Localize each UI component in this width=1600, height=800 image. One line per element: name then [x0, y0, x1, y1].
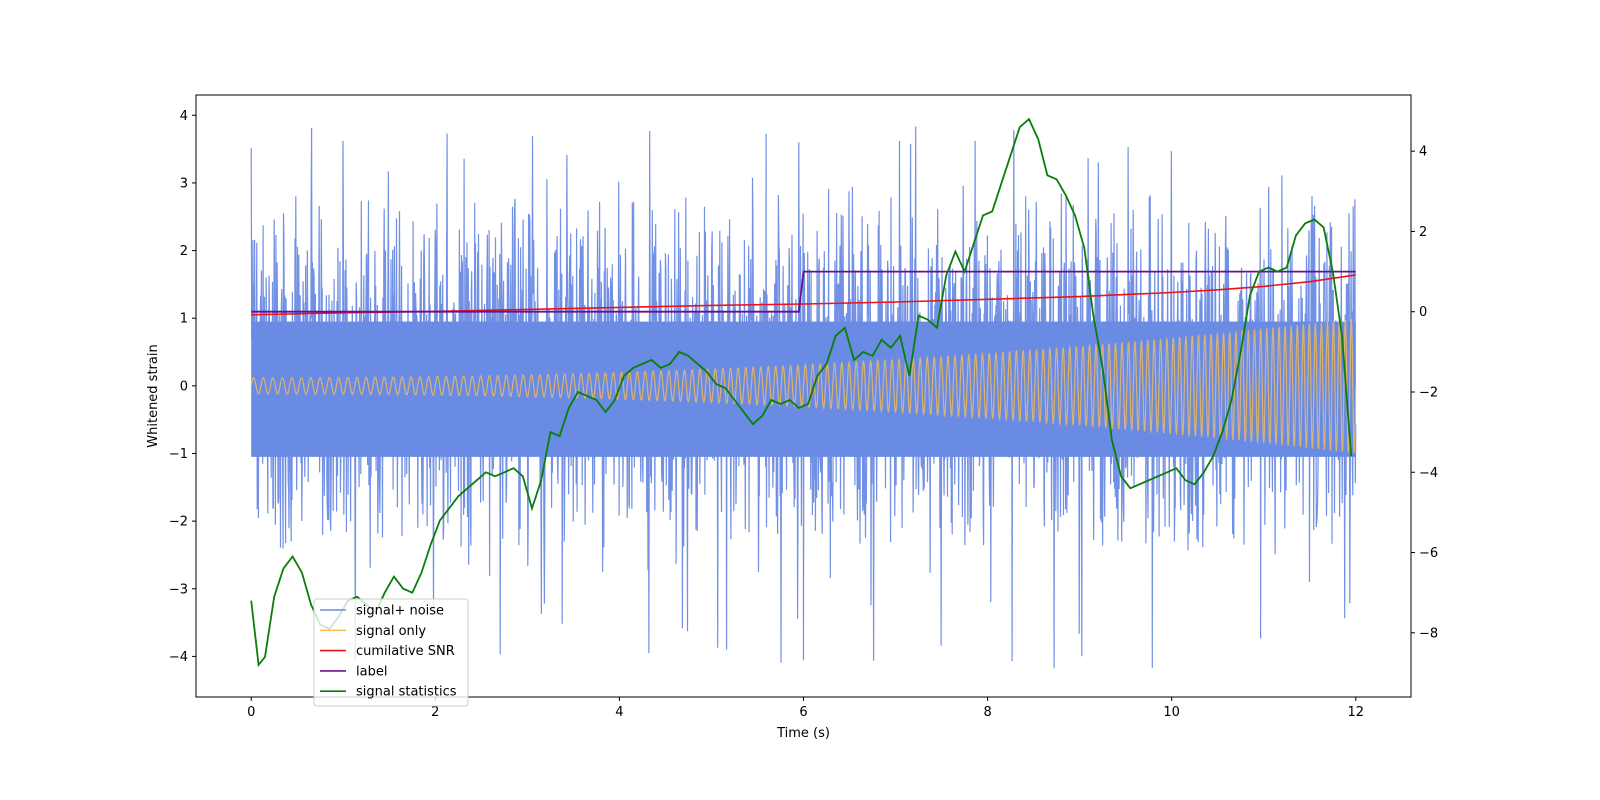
y2-tick-label: −4	[1419, 466, 1438, 481]
y-axis-left: −4 −3 −2 −1 0 1 2 3 4	[169, 109, 196, 665]
x-axis-label: Time (s)	[776, 726, 830, 741]
legend-entry: signal only	[356, 624, 426, 639]
cumulative-snr-line	[251, 274, 1356, 316]
x-tick-label: 8	[983, 705, 991, 720]
legend-box	[313, 598, 469, 707]
y-tick-label: −4	[169, 650, 188, 665]
y-tick-label: 4	[180, 109, 188, 124]
y2-tick-label: −8	[1419, 626, 1438, 641]
signal-plus-noise-line	[250, 126, 1357, 669]
y-axis-right: −8 −6 −4 −2 0 2 4	[1411, 145, 1438, 641]
y2-tick-label: −6	[1419, 546, 1438, 561]
y2-tick-label: 2	[1419, 225, 1427, 240]
x-tick-label: 2	[431, 705, 439, 720]
y-tick-label: 0	[180, 379, 188, 394]
y2-tick-label: 4	[1419, 145, 1427, 160]
signal-statistics-line	[250, 117, 1353, 668]
legend: signal+ noise signal only cumilative SNR la…	[313, 598, 469, 707]
y-tick-label: 3	[180, 176, 188, 191]
y-tick-label: −2	[169, 515, 188, 530]
x-tick-label: 12	[1347, 705, 1364, 720]
legend-entry: cumilative SNR	[356, 644, 455, 659]
x-tick-label: 4	[615, 705, 623, 720]
legend-entry: signal+ noise	[356, 604, 444, 619]
series-signal-only	[250, 318, 1357, 454]
x-tick-label: 0	[247, 705, 255, 720]
label-line	[251, 270, 1356, 313]
x-tick-label: 10	[1163, 705, 1180, 720]
y2-tick-label: −2	[1419, 385, 1438, 400]
y-axis-label: Whitened strain	[146, 344, 161, 447]
signal-only-line	[250, 318, 1357, 454]
series-cumulative-snr	[251, 274, 1356, 316]
y2-tick-label: 0	[1419, 305, 1427, 320]
series-signal-statistics	[250, 117, 1353, 668]
x-tick-label: 6	[799, 705, 807, 720]
y-tick-label: −1	[169, 447, 188, 462]
legend-entry: label	[356, 664, 387, 679]
y-tick-label: −3	[169, 582, 188, 597]
series-label	[251, 270, 1356, 313]
y-tick-label: 2	[180, 244, 188, 259]
legend-entry: signal statistics	[356, 685, 457, 700]
y-tick-label: 1	[180, 312, 188, 327]
